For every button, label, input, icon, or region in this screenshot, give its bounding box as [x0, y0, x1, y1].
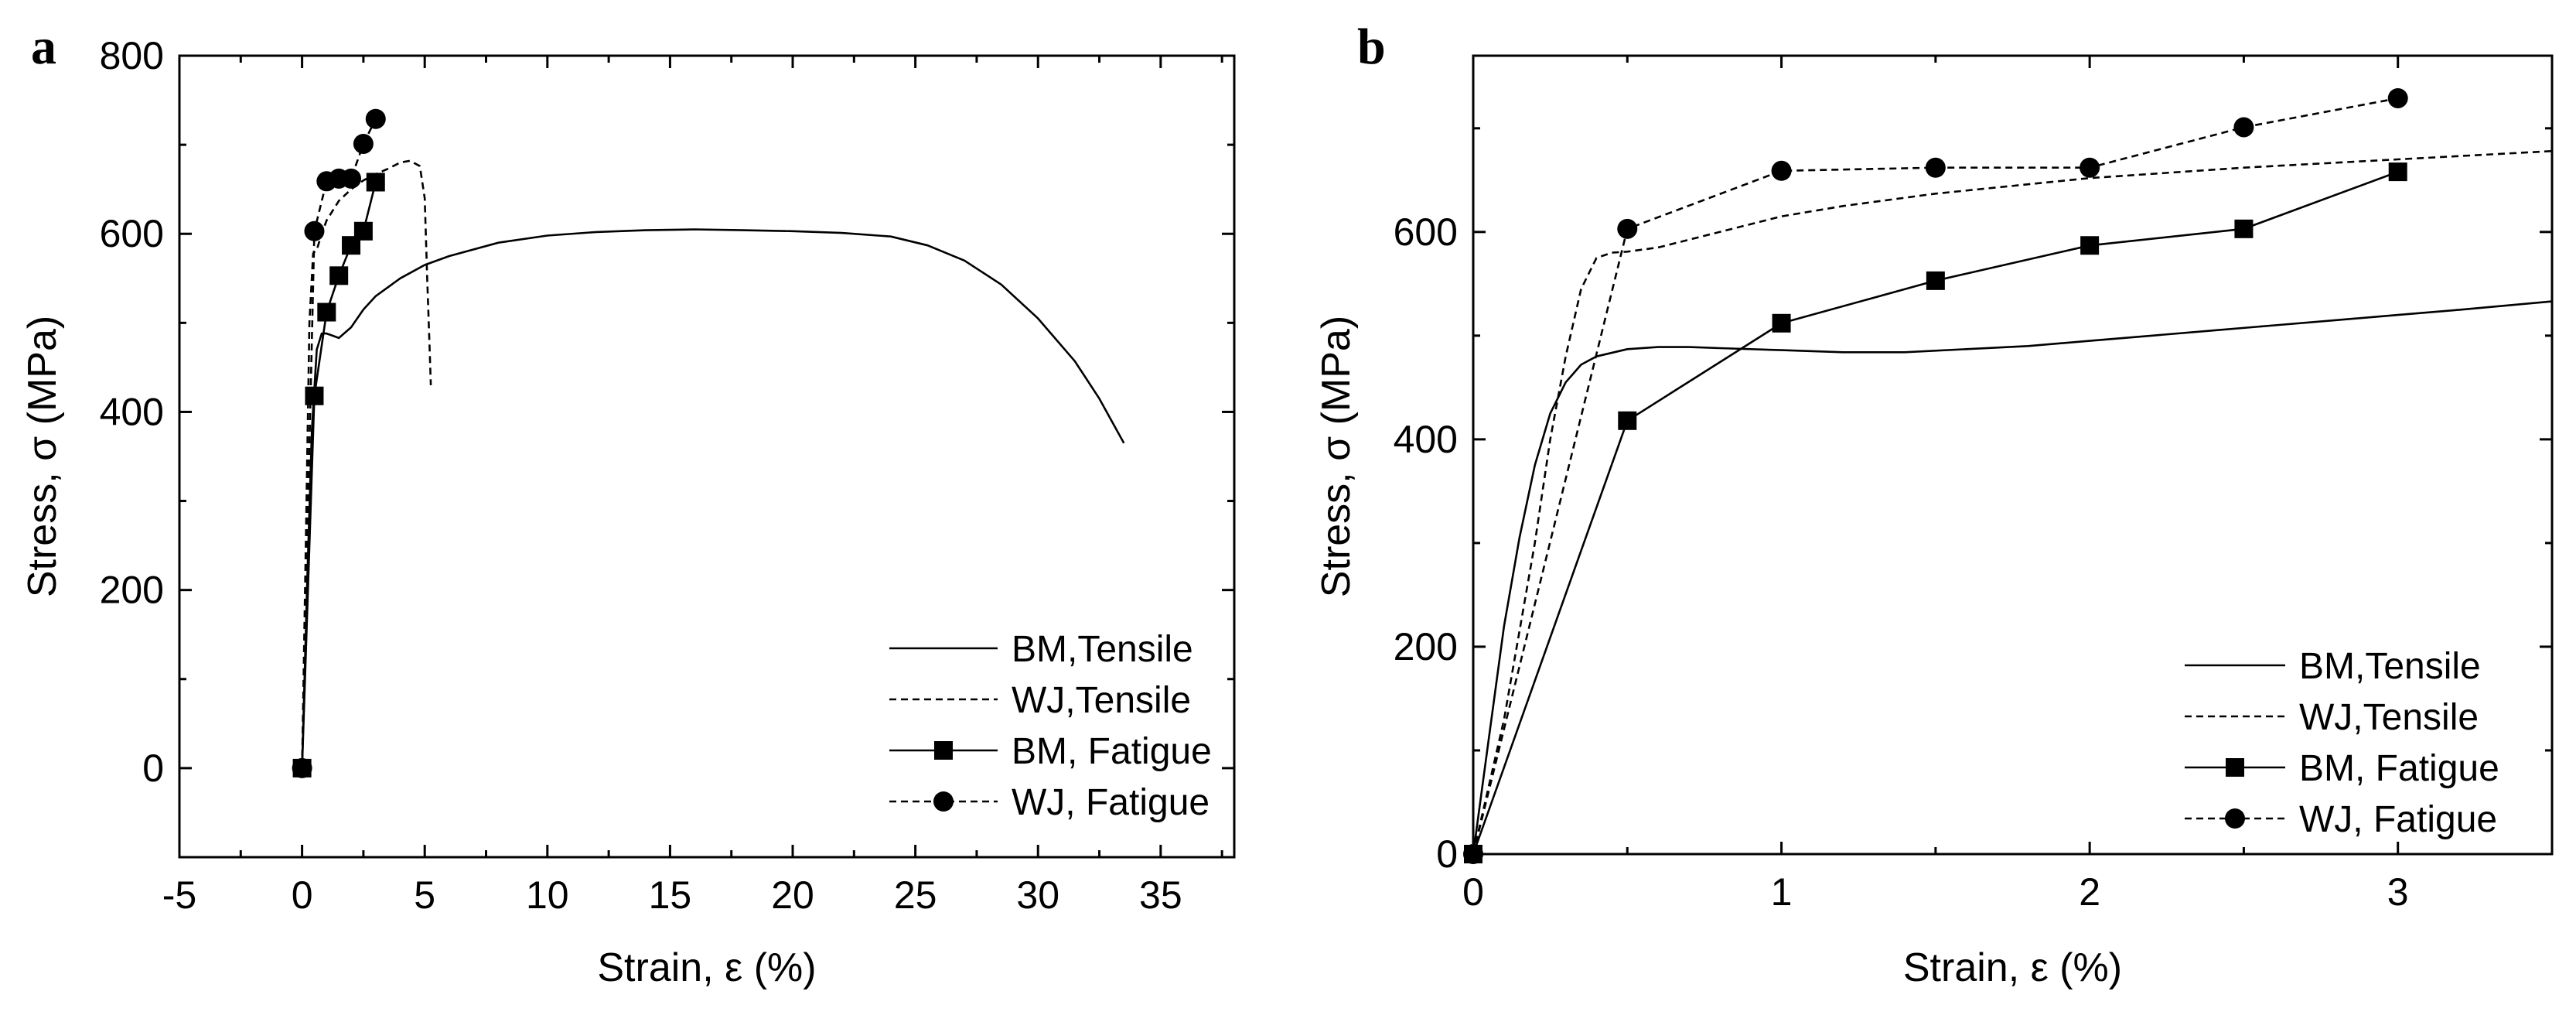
data-point-circle: [1463, 844, 1483, 864]
data-point-circle: [2233, 117, 2254, 138]
data-point-circle: [304, 220, 325, 241]
y-tick-label: 200: [100, 569, 164, 612]
y-tick-label: 200: [1394, 625, 1458, 668]
y-tick-label: 600: [1394, 210, 1458, 254]
data-point-circle: [1617, 218, 1638, 239]
data-point-circle: [292, 757, 312, 778]
y-tick-label: 400: [1394, 418, 1458, 461]
data-point-square: [2234, 219, 2254, 238]
x-tick-label: 25: [894, 873, 937, 917]
y-tick-label: 0: [142, 747, 164, 790]
legend-marker-square: [934, 741, 953, 760]
data-point-circle: [2080, 157, 2100, 178]
legend-label: BM, Fatigue: [1012, 731, 1212, 772]
data-point-square: [305, 386, 324, 405]
data-point-circle: [1771, 160, 1792, 181]
data-point-square: [2080, 236, 2100, 255]
x-tick-label: 10: [526, 873, 569, 917]
x-tick-label: -5: [162, 873, 196, 917]
x-axis-title: Strain, ε (%): [597, 945, 816, 990]
legend: BM,Tensile WJ,Tensile BM, Fatigue WJ, Fatig…: [2185, 646, 2499, 840]
x-tick-label: 1: [1771, 870, 1793, 914]
data-point-square: [329, 266, 349, 285]
legend-label: BM,Tensile: [1012, 629, 1193, 670]
legend-label: BM,Tensile: [2299, 646, 2481, 687]
panel-b-chart: b 0 1 2 3 0 200 400 600 Strain, ε (%) Stress, σ (M…: [1314, 19, 2554, 990]
x-tick-label: 15: [649, 873, 692, 917]
legend-label: WJ, Fatigue: [2299, 799, 2497, 840]
data-point-square: [1618, 411, 1637, 430]
panel-letter: b: [1357, 19, 1386, 75]
x-tick-label: 2: [2079, 870, 2100, 914]
plot-frame: [1472, 54, 2554, 856]
data-point-circle: [353, 133, 374, 154]
data-point-circle: [2387, 87, 2408, 108]
x-tick-label: 0: [1462, 870, 1484, 914]
x-tick-label: 5: [414, 873, 435, 917]
data-point-square: [1926, 271, 1945, 290]
legend-label: WJ, Fatigue: [1012, 782, 1210, 823]
legend: BM,Tensile WJ,Tensile BM, Fatigue WJ, Fatig…: [889, 629, 1212, 823]
panel-letter: a: [31, 19, 56, 75]
data-point-square: [317, 302, 336, 322]
legend-marker-circle: [2225, 808, 2245, 829]
x-tick-label: 3: [2387, 870, 2409, 914]
x-tick-label: 30: [1016, 873, 1059, 917]
legend-label: WJ,Tensile: [1012, 680, 1191, 721]
data-point-circle: [341, 168, 362, 189]
x-axis-title: Strain, ε (%): [1903, 945, 2122, 990]
y-tick-label: 400: [100, 390, 164, 433]
legend-label: BM, Fatigue: [2299, 748, 2499, 789]
y-axis-title: Stress, σ (MPa): [1314, 316, 1359, 597]
data-point-square: [1772, 313, 1791, 333]
x-tick-label: 35: [1139, 873, 1182, 917]
y-tick-label: 600: [100, 212, 164, 255]
x-tick-label: 0: [292, 873, 313, 917]
x-tick-label: 20: [771, 873, 814, 917]
legend-label: WJ,Tensile: [2299, 697, 2479, 738]
legend-marker-square: [2226, 758, 2244, 777]
data-point-square: [2388, 162, 2407, 182]
data-point-square: [353, 221, 373, 241]
y-axis-title: Stress, σ (MPa): [20, 316, 65, 597]
data-point-circle: [1925, 157, 1946, 178]
data-point-circle: [365, 108, 386, 129]
data-point-square: [366, 173, 385, 192]
y-tick-label: 800: [100, 34, 164, 77]
panel-a-chart: a -5 0 5 10 15 20 25 30 35 0 200 400 600 800 Strain, ε …: [20, 19, 1236, 990]
series-line-1: [1473, 300, 2552, 854]
legend-marker-circle: [933, 791, 954, 812]
series-line-1: [301, 228, 1125, 768]
plot-frame: [178, 54, 1236, 859]
y-tick-label: 0: [1436, 832, 1458, 876]
